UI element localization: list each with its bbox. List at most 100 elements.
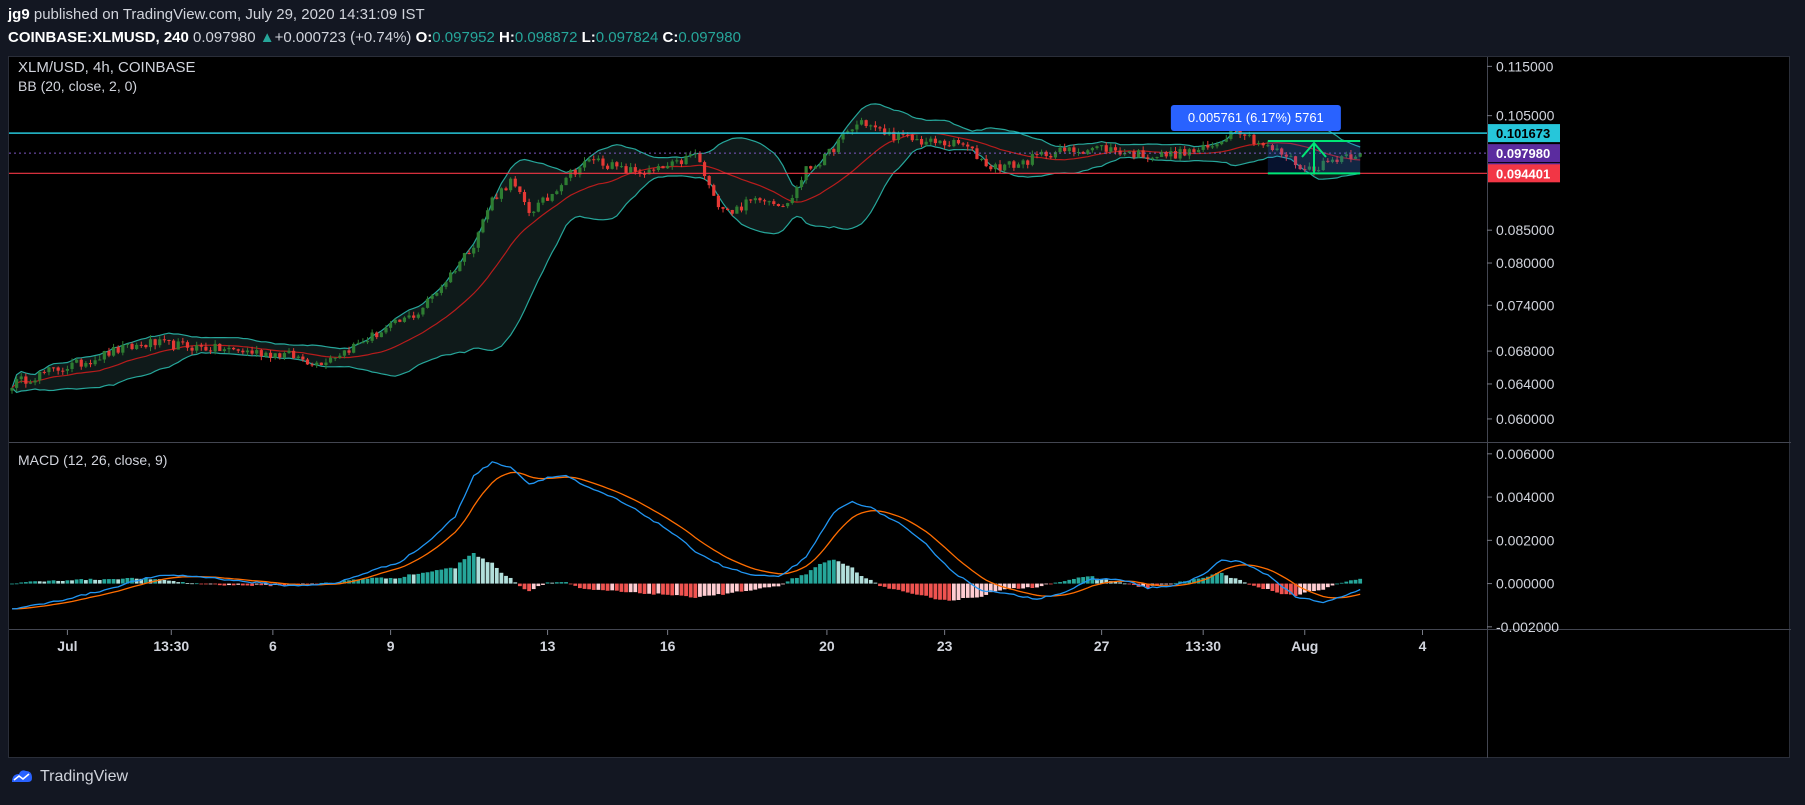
candle-body [352, 343, 356, 353]
candle [767, 200, 771, 206]
candle-body [111, 347, 116, 356]
histogram-bar [674, 583, 679, 596]
candle [1109, 143, 1113, 153]
candle [1086, 148, 1090, 155]
candle-body [1303, 169, 1307, 171]
candle [1266, 141, 1270, 148]
histogram-bar [799, 575, 804, 584]
candle [642, 170, 647, 178]
candle-body [458, 261, 462, 272]
candle-body [449, 272, 453, 283]
histogram-bar [1044, 583, 1049, 585]
candle-body [301, 356, 305, 360]
candle [324, 358, 328, 370]
candle [998, 160, 1002, 174]
candle-body [735, 206, 739, 214]
candle-body [822, 153, 827, 166]
high-label: H: [499, 29, 515, 46]
candle-body [1007, 161, 1011, 165]
histogram-bar [504, 575, 508, 584]
candle [338, 353, 342, 359]
candle [592, 155, 596, 164]
histogram-bar [1141, 583, 1146, 587]
histogram-bar [767, 583, 772, 588]
histogram-bar [587, 583, 592, 590]
histogram-bar [965, 583, 970, 598]
histogram-bar [1030, 583, 1035, 589]
histogram-bar [864, 578, 869, 584]
tradingview-brand[interactable]: TradingView [10, 768, 128, 786]
histogram-bar [993, 583, 998, 592]
candle [102, 350, 106, 363]
candle [33, 377, 37, 386]
candle-body [1284, 154, 1288, 157]
candle [1007, 160, 1011, 168]
histogram-bar [804, 574, 809, 584]
candle-body [1307, 166, 1311, 170]
histogram-bar [541, 583, 545, 585]
candle [84, 361, 88, 369]
histogram-bar [1325, 583, 1330, 588]
candle [532, 210, 536, 217]
candle [315, 360, 319, 368]
candle-body [47, 367, 51, 373]
histogram-bar [665, 583, 670, 595]
candle-body [1298, 165, 1302, 170]
price-pane-title[interactable]: XLM/USD, 4h, COINBASE [18, 59, 196, 76]
histogram-bar [1021, 583, 1026, 589]
candle [47, 366, 51, 376]
candle-body [702, 162, 707, 177]
candle-body [204, 346, 208, 351]
macd-pane-title[interactable]: MACD (12, 26, close, 9) [18, 452, 168, 468]
candle-body [181, 341, 185, 343]
candle [352, 342, 356, 354]
candle [1335, 155, 1339, 164]
symbol-interval[interactable]: COINBASE:XLMUSD, 240 [8, 29, 189, 46]
histogram-bar [619, 583, 624, 592]
candle-body [864, 120, 868, 126]
footer-brand-text: TradingView [40, 768, 129, 785]
candle-body [135, 344, 139, 350]
candle-body [315, 362, 319, 366]
histogram-bar [605, 583, 610, 591]
histogram-bar [868, 579, 873, 584]
candle-body [619, 166, 624, 168]
candle-body [195, 345, 199, 351]
macd-tick-label: 0.002000 [1496, 532, 1555, 548]
candle-body [915, 139, 919, 141]
histogram-bar [384, 578, 388, 584]
bb-indicator-legend[interactable]: BB (20, close, 2, 0) [18, 78, 138, 94]
candle-body [273, 353, 277, 358]
candle-body [933, 138, 937, 144]
candle-body [361, 342, 365, 344]
histogram-bar [176, 582, 181, 584]
candle-body [1270, 145, 1275, 151]
candle [1256, 140, 1261, 147]
candle-body [1155, 157, 1159, 159]
candle-body [347, 350, 351, 353]
price-tick-label: 0.064000 [1496, 376, 1555, 392]
histogram-bar [1025, 583, 1030, 588]
candle [88, 359, 93, 368]
histogram-bar [1132, 583, 1136, 585]
candle [929, 136, 933, 145]
histogram-bar [855, 572, 859, 584]
publisher-username[interactable]: jg9 [8, 6, 30, 23]
candle [430, 293, 434, 303]
chart-container[interactable]: 0.005761 (6.17%) 5761 0.115000 0.105000 0.0… [8, 56, 1791, 759]
histogram-bar [956, 583, 961, 601]
histogram-bar [647, 583, 652, 594]
candle-body [310, 364, 314, 366]
candle-body [670, 161, 674, 166]
chart-canvas[interactable]: 0.005761 (6.17%) 5761 0.115000 0.105000 0.0… [9, 57, 1791, 759]
histogram-bar [928, 583, 933, 598]
candle-body [88, 363, 93, 365]
histogram-bar [314, 583, 319, 585]
candle-body [605, 165, 610, 169]
time-tick-label: Jul [57, 638, 77, 654]
histogram-bar [1118, 582, 1122, 584]
candle [624, 163, 628, 174]
histogram-bar [1256, 583, 1261, 588]
candle [707, 175, 711, 189]
histogram-bar [185, 583, 190, 584]
